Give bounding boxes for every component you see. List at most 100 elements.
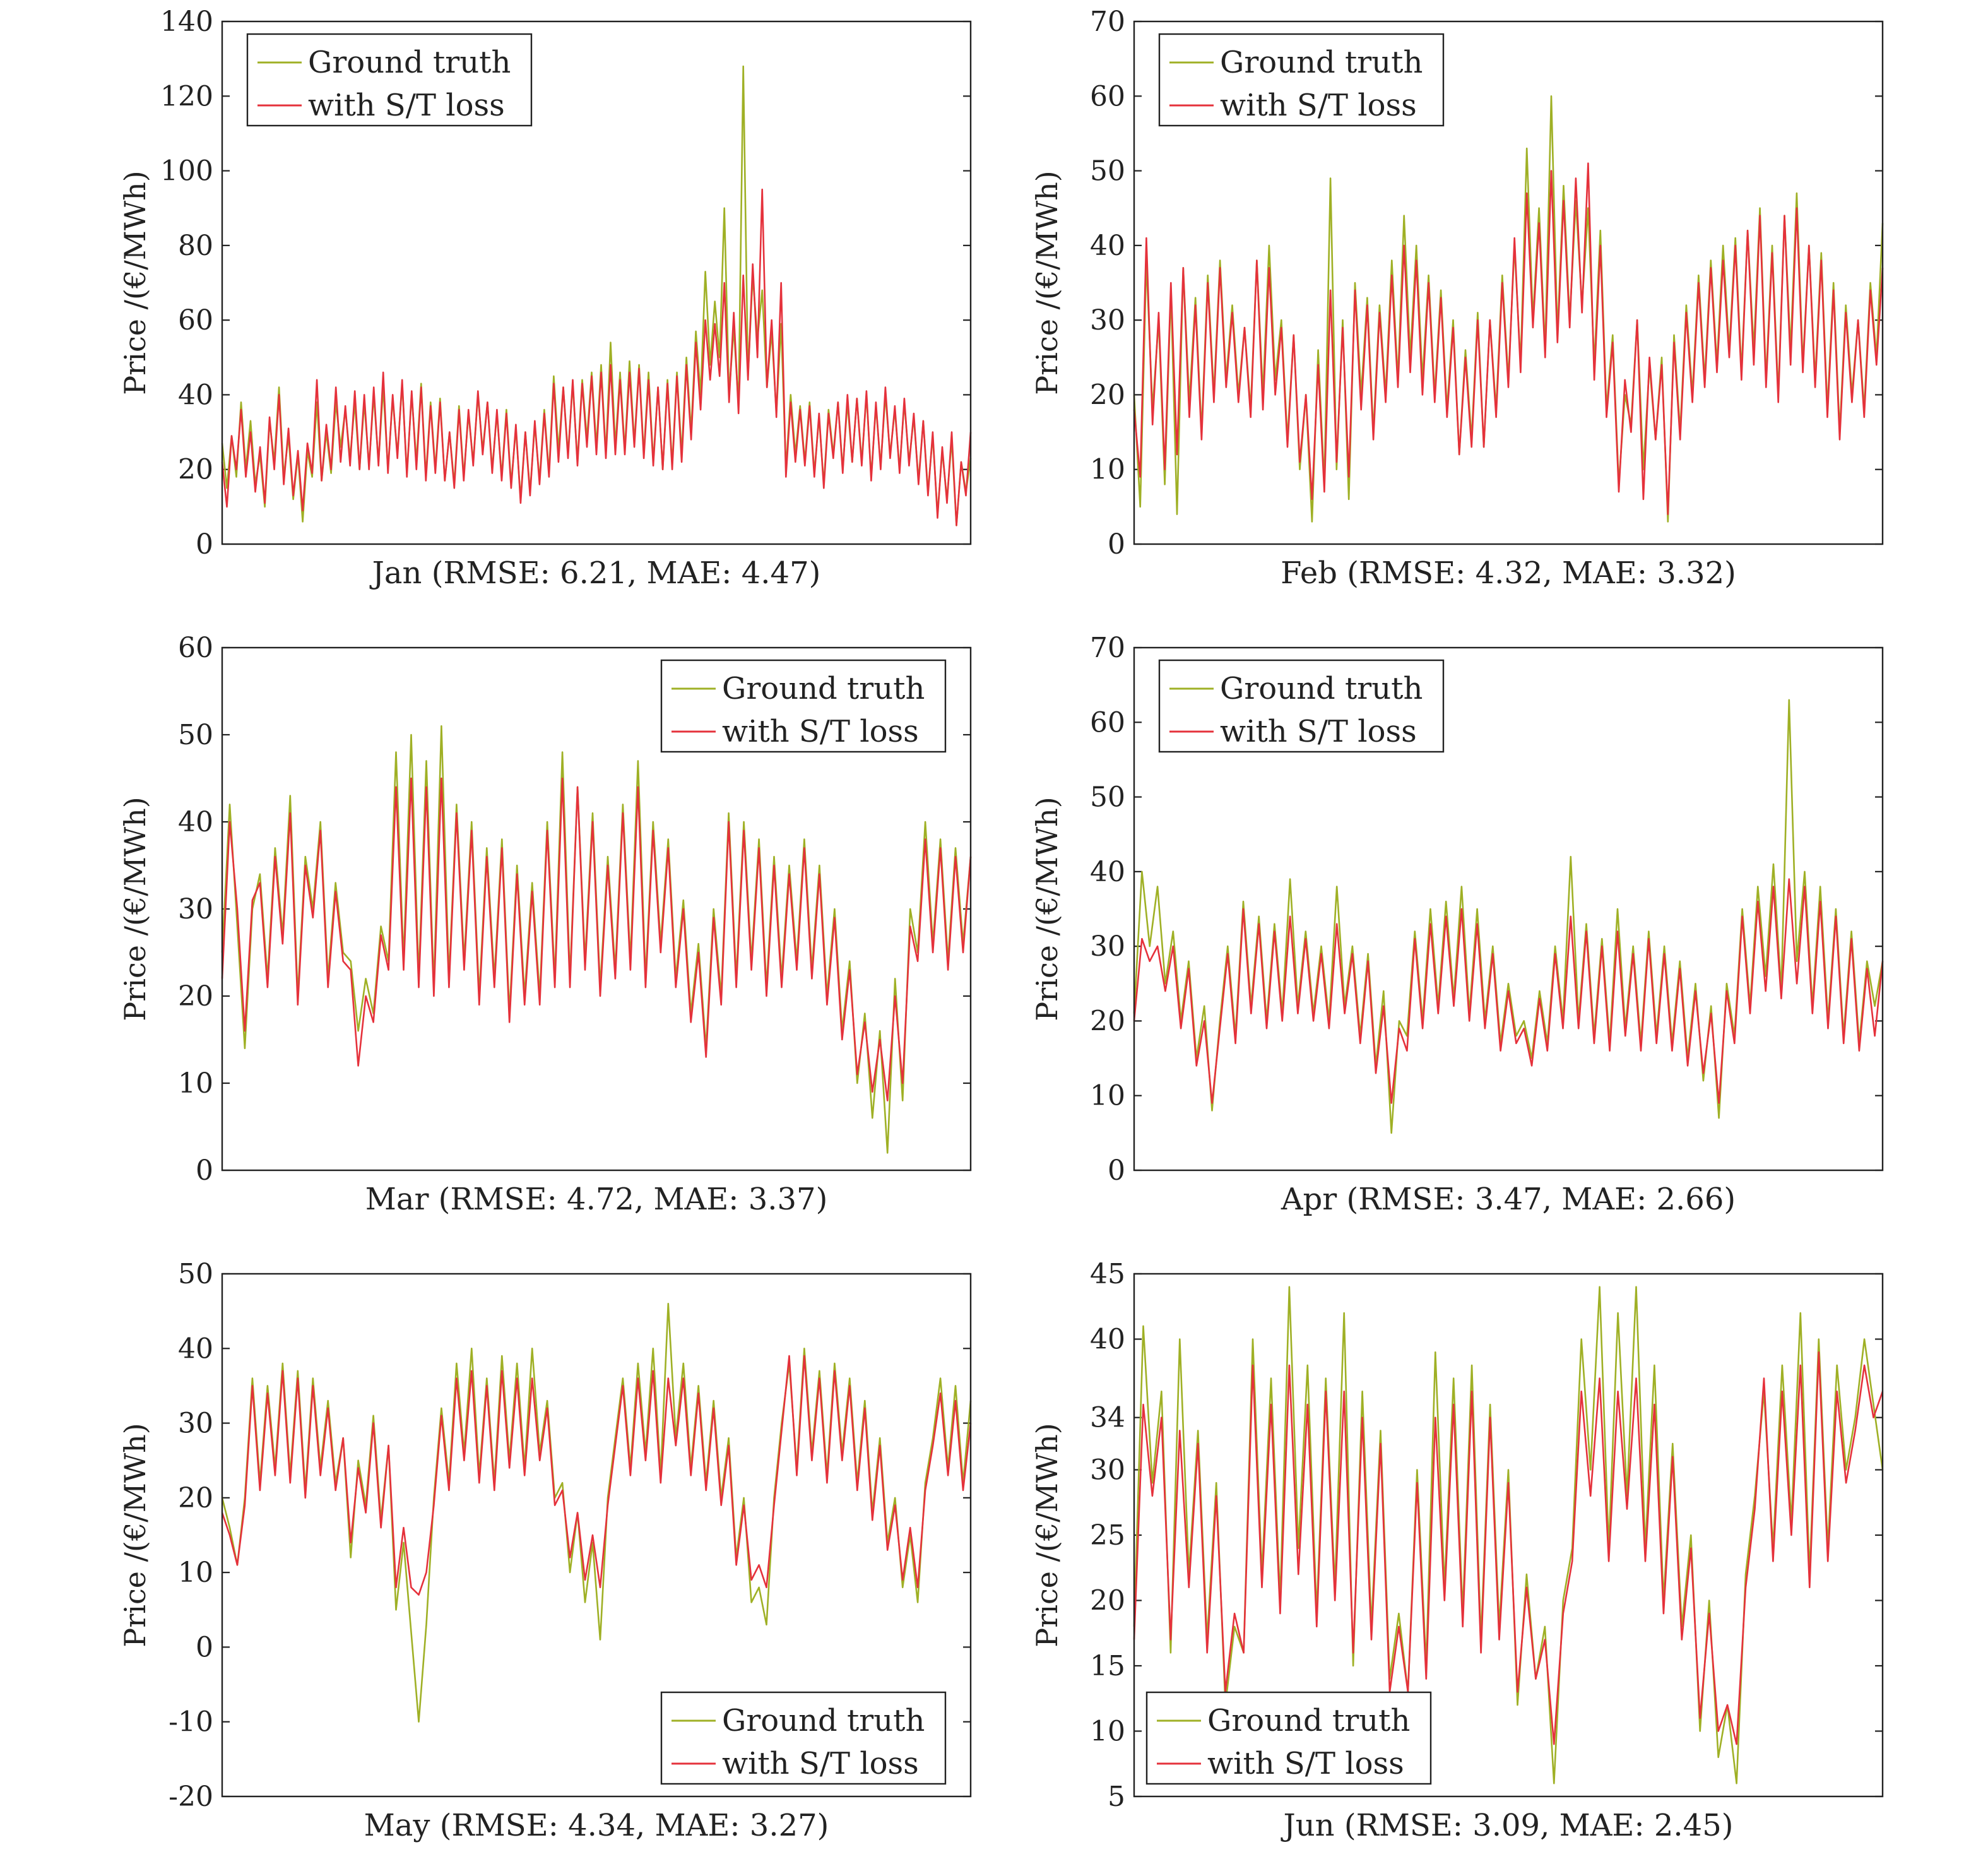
panel-caption: Apr (RMSE: 3.47, MAE: 2.66) bbox=[1281, 1182, 1736, 1217]
y-axis-label: Price /(€/MWh) bbox=[1030, 797, 1064, 1021]
chart-panel-5: 5 10 15 20 25 30 34 40 45 Price /(€/MWh) Jun (RMSE… bbox=[1030, 1258, 1884, 1843]
legend-label: with S/T loss bbox=[1220, 88, 1417, 123]
legend-label: with S/T loss bbox=[1207, 1746, 1404, 1781]
legend-label: with S/T loss bbox=[722, 714, 919, 749]
legend-box bbox=[660, 659, 947, 753]
y-axis-label: Price /(€/MWh) bbox=[118, 797, 152, 1021]
plot-frame bbox=[221, 646, 972, 1172]
y-tick-label: 25 bbox=[1090, 1519, 1125, 1552]
y-tick-label: 40 bbox=[1090, 230, 1125, 262]
y-tick-label: 50 bbox=[178, 1258, 213, 1290]
y-tick-label: 60 bbox=[178, 304, 213, 336]
y-tick-label: 60 bbox=[1090, 706, 1125, 739]
y-tick-label: 20 bbox=[178, 454, 213, 486]
series-line-ground-truth bbox=[221, 725, 972, 1154]
y-tick-label: 30 bbox=[178, 1408, 213, 1440]
y-tick-label: 60 bbox=[1090, 80, 1125, 112]
legend-label: with S/T loss bbox=[1220, 714, 1417, 749]
y-tick-label: 70 bbox=[1090, 6, 1125, 38]
y-tick-label: 140 bbox=[160, 6, 213, 38]
legend: Ground truth with S/T loss bbox=[660, 1691, 947, 1785]
legend: Ground truth with S/T loss bbox=[1158, 659, 1445, 753]
y-tick-label: 70 bbox=[1090, 632, 1125, 664]
legend-box bbox=[1145, 1691, 1432, 1785]
legend-box bbox=[1158, 33, 1445, 127]
panel-caption: Jan (RMSE: 6.21, MAE: 4.47) bbox=[369, 555, 821, 591]
panel-caption: Jun (RMSE: 3.09, MAE: 2.45) bbox=[1281, 1808, 1734, 1843]
legend-label: Ground truth bbox=[1220, 45, 1423, 80]
panel-caption: Mar (RMSE: 4.72, MAE: 3.37) bbox=[365, 1182, 828, 1217]
y-tick-label: 20 bbox=[1090, 1005, 1125, 1037]
y-axis-label: Price /(€/MWh) bbox=[1030, 170, 1064, 395]
y-tick-label: 30 bbox=[1090, 1454, 1125, 1487]
y-tick-label: 10 bbox=[1090, 1080, 1125, 1112]
y-tick-label: 10 bbox=[178, 1067, 213, 1100]
legend-label: Ground truth bbox=[722, 671, 925, 706]
legend-label: with S/T loss bbox=[308, 88, 505, 123]
y-axis-label: Price /(€/MWh) bbox=[1030, 1423, 1064, 1647]
series-line-ground-truth bbox=[221, 65, 972, 526]
y-tick-label: 0 bbox=[196, 1631, 213, 1663]
y-tick-label: 20 bbox=[1090, 1585, 1125, 1617]
y-tick-label: 34 bbox=[1090, 1402, 1125, 1434]
y-tick-label: 0 bbox=[196, 528, 213, 561]
legend-label: Ground truth bbox=[308, 45, 511, 80]
y-tick-label: 120 bbox=[160, 80, 213, 112]
legend-label: Ground truth bbox=[1220, 671, 1423, 706]
y-tick-label: 80 bbox=[178, 230, 213, 262]
series-line-prediction bbox=[1133, 1351, 1884, 1745]
chart-panel-1: 0 10 20 30 40 50 60 70 Price /(€/MWh) Feb (RMSE: … bbox=[1030, 6, 1884, 591]
plot-frame bbox=[221, 1273, 972, 1798]
y-tick-label: -10 bbox=[169, 1706, 213, 1738]
y-tick-label: 50 bbox=[1090, 781, 1125, 814]
y-axis-label: Price /(€/MWh) bbox=[118, 170, 152, 395]
y-tick-label: 30 bbox=[1090, 930, 1125, 963]
legend-label: Ground truth bbox=[722, 1703, 925, 1738]
y-tick-label: -20 bbox=[169, 1781, 213, 1813]
series-line-ground-truth bbox=[1133, 699, 1884, 1134]
y-tick-label: 5 bbox=[1108, 1781, 1125, 1813]
y-tick-label: 10 bbox=[178, 1557, 213, 1589]
y-tick-label: 0 bbox=[196, 1155, 213, 1187]
legend-box bbox=[1158, 659, 1445, 753]
y-tick-label: 50 bbox=[178, 719, 213, 751]
y-tick-label: 40 bbox=[178, 806, 213, 838]
y-axis-label: Price /(€/MWh) bbox=[118, 1423, 152, 1647]
chart-panel-2: 0 10 20 30 40 50 60 Price /(€/MWh) Mar (RMSE: 4.… bbox=[118, 632, 972, 1217]
legend-label: Ground truth bbox=[1207, 1703, 1410, 1738]
series-line-prediction bbox=[1133, 878, 1884, 1104]
y-tick-label: 40 bbox=[178, 379, 213, 411]
legend: Ground truth with S/T loss bbox=[246, 33, 533, 127]
panel-caption: May (RMSE: 4.34, MAE: 3.27) bbox=[364, 1808, 829, 1843]
panel-caption: Feb (RMSE: 4.32, MAE: 3.32) bbox=[1281, 555, 1736, 591]
plot-frame bbox=[221, 20, 972, 545]
y-tick-label: 10 bbox=[1090, 454, 1125, 486]
plot-frame bbox=[1133, 646, 1884, 1172]
series-line-ground-truth bbox=[221, 1303, 972, 1723]
series-line-prediction bbox=[221, 777, 972, 1101]
y-tick-label: 0 bbox=[1108, 1155, 1125, 1187]
series-line-prediction bbox=[221, 188, 972, 526]
legend: Ground truth with S/T loss bbox=[1158, 33, 1445, 127]
series-line-prediction bbox=[221, 1355, 972, 1596]
series-line-prediction bbox=[1133, 162, 1884, 516]
y-tick-label: 15 bbox=[1090, 1650, 1125, 1682]
y-tick-label: 60 bbox=[178, 632, 213, 664]
y-tick-label: 40 bbox=[178, 1333, 213, 1365]
chart-panel-0: 0 20 40 60 80 100 120 140 Price /(€/MWh) Jan (RMS… bbox=[118, 6, 972, 591]
chart-panel-4: -20 -10 0 10 20 30 40 50 Price /(€/MWh) May (RMSE… bbox=[118, 1258, 972, 1843]
y-tick-label: 30 bbox=[178, 893, 213, 925]
y-tick-label: 100 bbox=[160, 155, 213, 187]
legend: Ground truth with S/T loss bbox=[660, 659, 947, 753]
y-tick-label: 50 bbox=[1090, 155, 1125, 187]
legend-label: with S/T loss bbox=[722, 1746, 919, 1781]
y-tick-label: 20 bbox=[178, 1482, 213, 1514]
legend-box bbox=[660, 1691, 947, 1785]
y-tick-label: 45 bbox=[1090, 1258, 1125, 1290]
chart-panel-3: 0 10 20 30 40 50 60 70 Price /(€/MWh) Apr (RMSE: … bbox=[1030, 632, 1884, 1217]
y-tick-label: 30 bbox=[1090, 304, 1125, 336]
y-tick-label: 40 bbox=[1090, 1324, 1125, 1356]
y-tick-label: 20 bbox=[1090, 379, 1125, 411]
